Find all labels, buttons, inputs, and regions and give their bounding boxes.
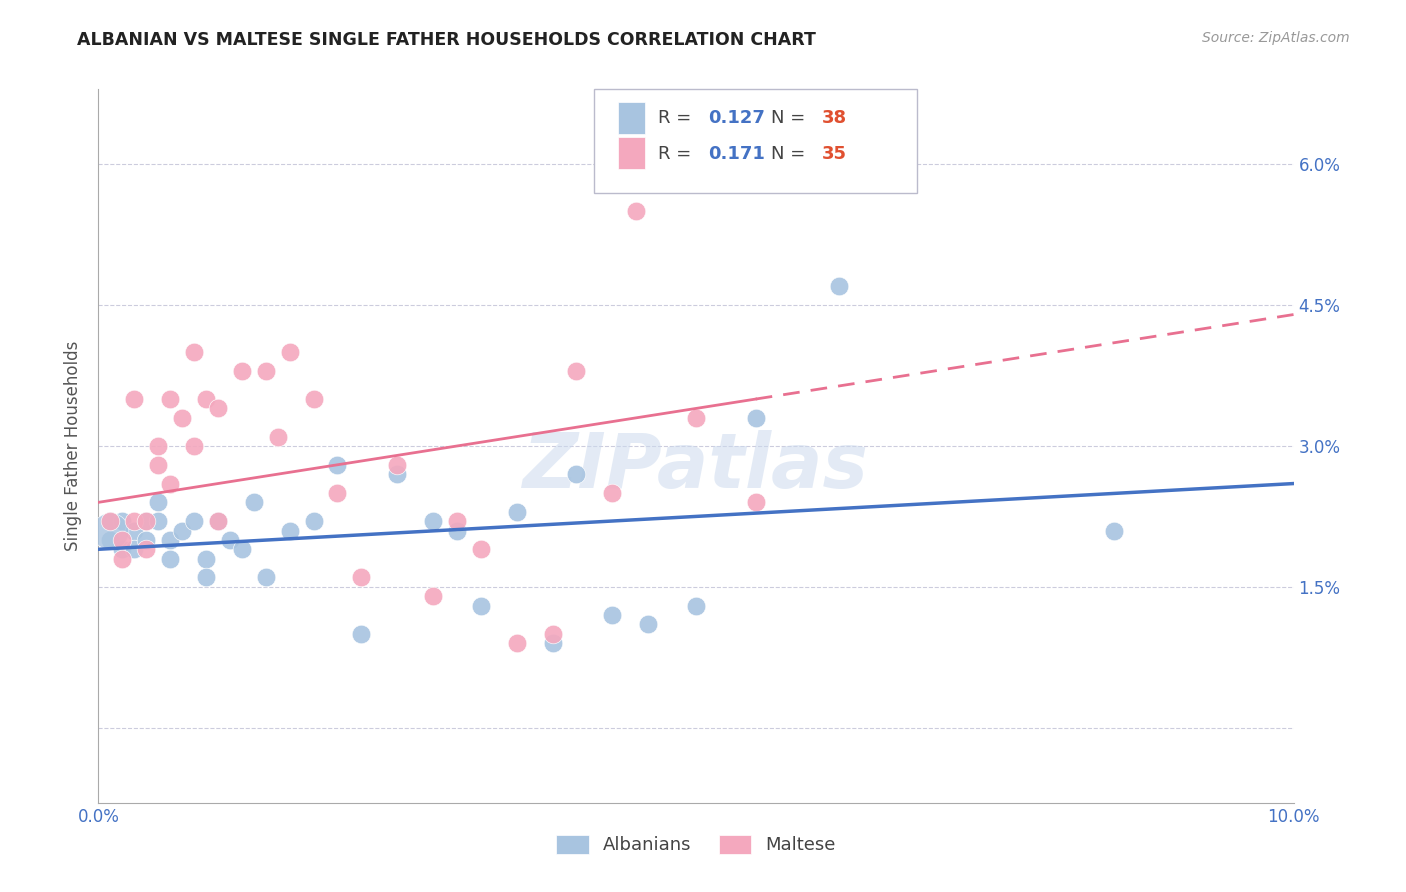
Point bbox=[98, 524, 122, 538]
Point bbox=[207, 514, 229, 528]
Point bbox=[148, 439, 170, 453]
Point bbox=[685, 410, 707, 425]
Point bbox=[159, 476, 181, 491]
FancyBboxPatch shape bbox=[619, 102, 644, 134]
Point bbox=[506, 505, 529, 519]
Point bbox=[219, 533, 242, 547]
Point bbox=[98, 514, 122, 528]
Point bbox=[637, 617, 659, 632]
Point bbox=[267, 429, 290, 443]
Point bbox=[124, 514, 146, 528]
Point bbox=[124, 524, 146, 538]
Point bbox=[446, 524, 468, 538]
Point bbox=[685, 599, 707, 613]
Point bbox=[111, 542, 134, 557]
Text: ALBANIAN VS MALTESE SINGLE FATHER HOUSEHOLDS CORRELATION CHART: ALBANIAN VS MALTESE SINGLE FATHER HOUSEH… bbox=[77, 31, 817, 49]
Point bbox=[278, 524, 301, 538]
Legend: Albanians, Maltese: Albanians, Maltese bbox=[548, 828, 844, 862]
Point bbox=[385, 458, 409, 472]
Point bbox=[326, 486, 349, 500]
Point bbox=[302, 392, 325, 406]
Point bbox=[148, 458, 170, 472]
Point bbox=[135, 542, 157, 557]
Point bbox=[98, 514, 122, 528]
Point bbox=[159, 551, 181, 566]
Point bbox=[183, 514, 205, 528]
Point bbox=[195, 392, 218, 406]
Text: Source: ZipAtlas.com: Source: ZipAtlas.com bbox=[1202, 31, 1350, 45]
Point bbox=[602, 607, 624, 622]
Point bbox=[422, 514, 444, 528]
Point bbox=[111, 551, 134, 566]
Point bbox=[172, 524, 194, 538]
Point bbox=[422, 589, 444, 603]
Text: R =: R = bbox=[658, 145, 697, 163]
Text: ZIPatlas: ZIPatlas bbox=[523, 431, 869, 504]
Point bbox=[470, 599, 492, 613]
Point bbox=[506, 636, 529, 650]
Y-axis label: Single Father Households: Single Father Households bbox=[65, 341, 83, 551]
Point bbox=[602, 486, 624, 500]
Point bbox=[350, 570, 373, 584]
Point bbox=[350, 627, 373, 641]
Point bbox=[745, 410, 768, 425]
Point bbox=[148, 495, 170, 509]
Point bbox=[446, 514, 468, 528]
Point bbox=[111, 533, 134, 547]
Point bbox=[98, 533, 122, 547]
Point bbox=[135, 514, 157, 528]
Point bbox=[124, 542, 146, 557]
Text: N =: N = bbox=[772, 145, 811, 163]
Point bbox=[302, 514, 325, 528]
Text: 35: 35 bbox=[821, 145, 846, 163]
Point bbox=[207, 401, 229, 416]
Point bbox=[231, 364, 253, 378]
Point bbox=[565, 467, 588, 482]
Point bbox=[135, 514, 157, 528]
Point bbox=[159, 533, 181, 547]
Point bbox=[626, 204, 648, 219]
Point bbox=[254, 570, 277, 584]
FancyBboxPatch shape bbox=[619, 137, 644, 169]
Text: 0.171: 0.171 bbox=[709, 145, 765, 163]
Point bbox=[385, 467, 409, 482]
Point bbox=[541, 636, 564, 650]
Point bbox=[135, 533, 157, 547]
Point bbox=[172, 410, 194, 425]
Point bbox=[828, 279, 851, 293]
Point bbox=[195, 570, 218, 584]
Point bbox=[111, 514, 134, 528]
Point bbox=[745, 495, 768, 509]
Point bbox=[183, 439, 205, 453]
Point bbox=[1104, 524, 1126, 538]
Text: 38: 38 bbox=[821, 109, 846, 128]
Point bbox=[326, 458, 349, 472]
Point bbox=[254, 364, 277, 378]
Text: N =: N = bbox=[772, 109, 811, 128]
FancyBboxPatch shape bbox=[595, 89, 917, 193]
Point bbox=[231, 542, 253, 557]
Point bbox=[124, 392, 146, 406]
Point bbox=[195, 551, 218, 566]
Point bbox=[243, 495, 266, 509]
Text: 0.127: 0.127 bbox=[709, 109, 765, 128]
Point bbox=[278, 345, 301, 359]
Point bbox=[541, 627, 564, 641]
Point bbox=[207, 514, 229, 528]
Point bbox=[565, 364, 588, 378]
Point bbox=[159, 392, 181, 406]
Text: R =: R = bbox=[658, 109, 697, 128]
Point bbox=[470, 542, 492, 557]
Point bbox=[183, 345, 205, 359]
Point bbox=[148, 514, 170, 528]
